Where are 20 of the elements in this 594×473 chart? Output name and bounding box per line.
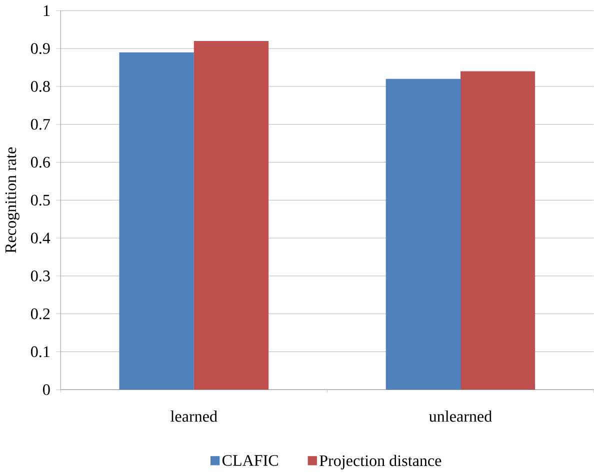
y-tick-label: 0	[43, 384, 50, 396]
y-axis-title: Recognition rate	[5, 148, 20, 254]
y-tick-label: 0.7	[30, 119, 50, 130]
x-tick-label: unlearned	[429, 410, 492, 422]
bar	[194, 41, 269, 390]
y-tick-label: 0.9	[30, 43, 50, 54]
y-tick-label: 0.5	[30, 194, 50, 206]
y-tick-label: 0.1	[30, 346, 50, 358]
y-tick-label: 0.6	[30, 156, 50, 168]
y-tick-label: 0.2	[30, 308, 50, 320]
y-tick-label: 1	[44, 6, 50, 16]
legend-label: Projection distance	[320, 454, 442, 470]
y-tick-label: 0.4	[30, 232, 50, 244]
x-tick-label: learned	[170, 410, 218, 422]
y-tick-label: 0.8	[30, 81, 50, 92]
legend-label: CLAFIC	[222, 455, 278, 466]
bar	[119, 52, 194, 390]
bar	[460, 71, 536, 390]
bar	[386, 79, 460, 390]
y-tick-label: 0.3	[30, 270, 50, 282]
